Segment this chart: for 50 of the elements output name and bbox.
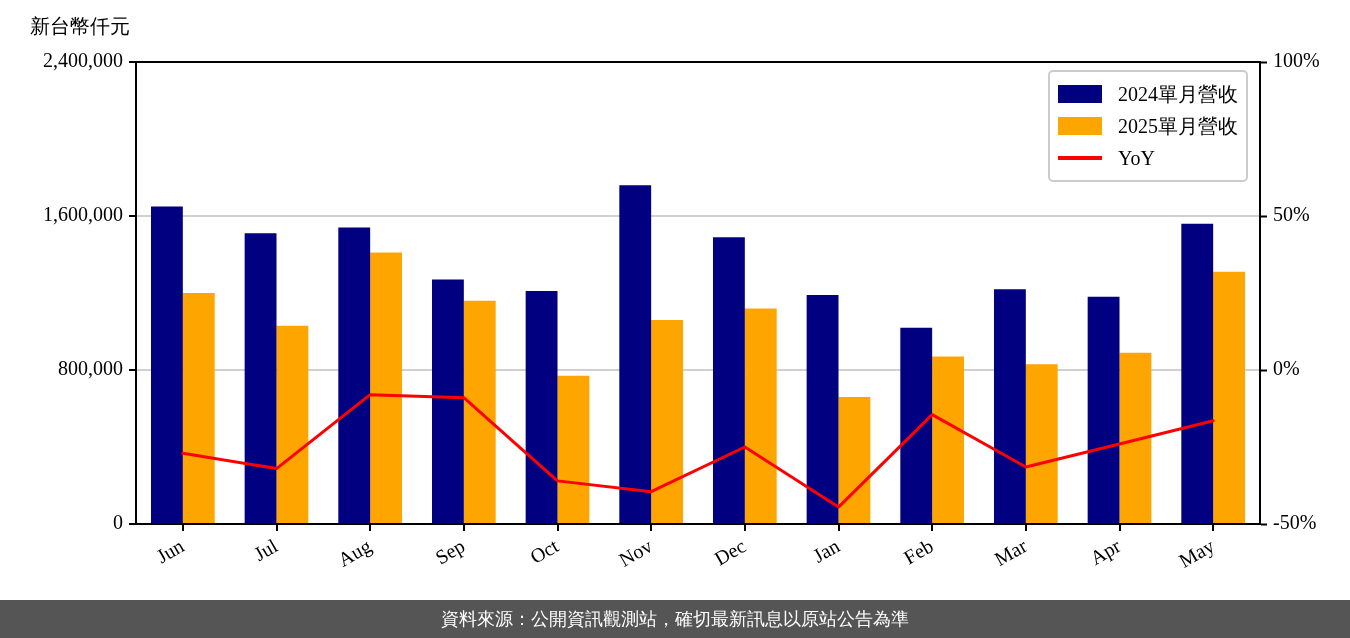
y2-tick-label: 0% (1273, 357, 1300, 380)
bar (525, 291, 558, 523)
x-tick-label: Jun (152, 534, 188, 568)
bar (900, 327, 933, 523)
y2-tick-label: -50% (1273, 511, 1317, 534)
bar (932, 356, 965, 523)
y-tick-label: 800,000 (58, 357, 123, 380)
bar (744, 308, 777, 523)
x-tick-label: Aug (333, 534, 376, 572)
x-tick-label: Mar (990, 534, 1031, 571)
x-tick-label: Jul (249, 534, 282, 566)
bar (338, 227, 371, 523)
bar (838, 396, 871, 523)
bar (651, 319, 684, 523)
bar (1181, 223, 1214, 523)
bar (1025, 364, 1058, 523)
bar (557, 375, 590, 523)
y2-tick-label: 50% (1273, 203, 1310, 226)
x-tick-label: Sep (431, 534, 469, 570)
bar (712, 237, 745, 523)
x-tick-label: Nov (614, 534, 656, 571)
bar (1119, 352, 1152, 523)
x-tick-label: Apr (1086, 534, 1125, 570)
y-tick-label: 0 (113, 511, 123, 534)
x-tick-label: Jan (809, 534, 844, 567)
y2-tick-label: 100% (1273, 49, 1320, 72)
bar (244, 233, 277, 523)
bar (370, 252, 403, 523)
source-note: 資料來源：公開資訊觀測站，確切最新訊息以原站公告為準 (441, 607, 909, 631)
y-tick-label: 2,400,000 (43, 49, 123, 72)
bar (1087, 296, 1120, 523)
bar (182, 293, 215, 523)
footer-banner: 資料來源：公開資訊觀測站，確切最新訊息以原站公告為準 (0, 600, 1350, 638)
bar (276, 325, 309, 523)
y-tick-label: 1,600,000 (43, 203, 123, 226)
x-tick-label: Feb (899, 534, 937, 569)
x-tick-label: May (1175, 534, 1219, 573)
x-tick-label: Oct (526, 534, 563, 568)
bar (1213, 271, 1246, 523)
bar (431, 279, 464, 523)
bar (619, 185, 652, 523)
bar (806, 294, 839, 523)
legend-label: YoY (1118, 146, 1155, 170)
legend-label: 2024單月營收 (1118, 81, 1238, 107)
y-axis-title: 新台幣仟元 (30, 15, 130, 38)
bar (150, 206, 183, 523)
bar (463, 300, 496, 523)
bar (993, 289, 1026, 523)
x-tick-label: Dec (710, 534, 750, 570)
legend-label: 2025單月營收 (1118, 113, 1238, 139)
